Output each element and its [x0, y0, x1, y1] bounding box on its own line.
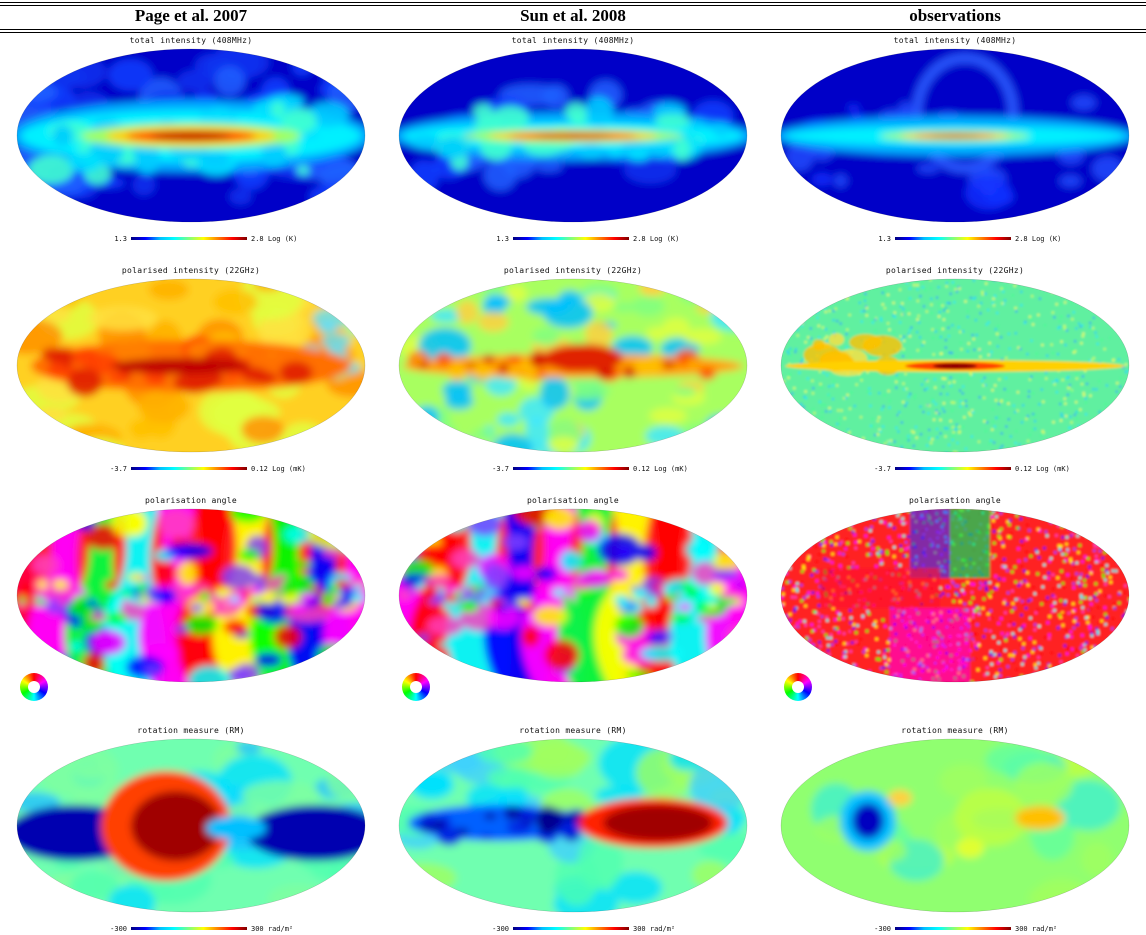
colorbar-max-label: 2.8 Log (K)	[633, 235, 679, 243]
column-header-sun: Sun et al. 2008	[382, 6, 764, 26]
colorbar-gradient	[513, 467, 629, 470]
colorbar-max-label: 300 rad/m²	[1015, 925, 1057, 933]
colorbar-gradient	[895, 467, 1011, 470]
panel-title: polarised intensity (22GHz)	[382, 266, 764, 275]
colorbar-gradient	[131, 927, 247, 930]
panel-title: rotation measure (RM)	[764, 726, 1146, 735]
colorbar-min-label: -300	[492, 925, 509, 933]
colorbar-gradient	[513, 237, 629, 240]
sky-map-pa-sun	[398, 508, 748, 683]
sky-map-ti-obs	[780, 48, 1130, 223]
colorbar-min-label: -300	[110, 925, 127, 933]
sky-map-pa-page	[16, 508, 366, 683]
colorbar-min-label: -3.7	[110, 465, 127, 473]
column-header-page: Page et al. 2007	[0, 6, 382, 26]
panel-title: total intensity (408MHz)	[764, 36, 1146, 45]
colorbar-max-label: 2.8 Log (K)	[1015, 235, 1061, 243]
colorbar-gradient	[895, 927, 1011, 930]
panel-title: polarisation angle	[0, 496, 382, 505]
panel-title: polarised intensity (22GHz)	[764, 266, 1146, 275]
panel-title: polarisation angle	[382, 496, 764, 505]
colorbar-max-label: 2.8 Log (K)	[251, 235, 297, 243]
panel-title: polarisation angle	[764, 496, 1146, 505]
colorbar-min-label: -3.7	[874, 465, 891, 473]
colorbar-min-label: -3.7	[492, 465, 509, 473]
sky-map-pa-obs	[780, 508, 1130, 683]
sky-map-ti-page	[16, 48, 366, 223]
colorbar-gradient	[895, 237, 1011, 240]
angle-color-wheel-icon	[784, 673, 812, 701]
colorbar-min-label: 1.3	[878, 235, 891, 243]
panel-title: rotation measure (RM)	[382, 726, 764, 735]
sky-map-pi-obs	[780, 278, 1130, 453]
colorbar-min-label: 1.3	[114, 235, 127, 243]
colorbar-max-label: 0.12 Log (mK)	[251, 465, 306, 473]
angle-color-wheel-icon	[20, 673, 48, 701]
sky-map-rm-page	[16, 738, 366, 913]
column-header-observations: observations	[764, 6, 1146, 26]
colorbar-min-label: -300	[874, 925, 891, 933]
sky-map-rm-sun	[398, 738, 748, 913]
panel-title: total intensity (408MHz)	[0, 36, 382, 45]
panel-title: polarised intensity (22GHz)	[0, 266, 382, 275]
sky-map-pi-sun	[398, 278, 748, 453]
panel-title: rotation measure (RM)	[0, 726, 382, 735]
colorbar-min-label: 1.3	[496, 235, 509, 243]
colorbar-max-label: 300 rad/m²	[251, 925, 293, 933]
colorbar-max-label: 0.12 Log (mK)	[633, 465, 688, 473]
sky-map-ti-sun	[398, 48, 748, 223]
sky-map-pi-page	[16, 278, 366, 453]
colorbar-gradient	[513, 927, 629, 930]
colorbar-gradient	[131, 467, 247, 470]
panel-title: total intensity (408MHz)	[382, 36, 764, 45]
colorbar-gradient	[131, 237, 247, 240]
colorbar-max-label: 300 rad/m²	[633, 925, 675, 933]
angle-color-wheel-icon	[402, 673, 430, 701]
colorbar-max-label: 0.12 Log (mK)	[1015, 465, 1070, 473]
sky-map-rm-obs	[780, 738, 1130, 913]
